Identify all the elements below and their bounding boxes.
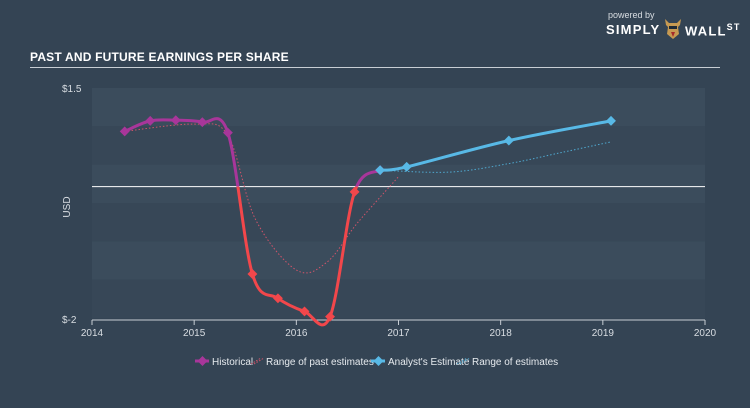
plot-band [92, 203, 705, 242]
brand-st-word: ST [726, 22, 741, 32]
range-past-estimates-line [124, 123, 399, 274]
y-axis-label: USD [62, 196, 73, 217]
legend-marker [373, 356, 384, 366]
historical-point [272, 293, 283, 304]
brand-powered-text: powered by [608, 10, 655, 20]
legend-marker [197, 356, 208, 366]
analyst-estimate-line [379, 119, 612, 172]
brand-wall-text: WALLST [685, 22, 741, 38]
y-tick-top: $1.5 [62, 84, 82, 95]
analyst-estimate-point [606, 115, 616, 126]
historical-point [222, 127, 233, 138]
historical-point [145, 115, 156, 126]
bull-mascot-icon [665, 19, 681, 39]
x-tick-label: 2017 [387, 328, 410, 339]
legend-swatch [253, 357, 265, 365]
historical-point [119, 126, 130, 137]
title-divider [30, 67, 720, 68]
range-estimates-line [380, 141, 612, 173]
legend-swatch [250, 357, 262, 365]
plot-band [92, 279, 705, 318]
plot-background-bands [92, 88, 705, 318]
historical-point [247, 269, 258, 279]
legend-label: Historical [212, 357, 253, 368]
legend-label: Analyst's Estimate [388, 357, 470, 368]
legend-label: Range of estimates [472, 357, 558, 368]
x-axis-ticks: 2014 2015 2016 2017 2018 2019 2020 [81, 320, 717, 339]
x-tick-label: 2015 [183, 328, 206, 339]
analyst-estimate-point [375, 165, 386, 176]
plot-band [92, 241, 705, 280]
analyst-estimate-point [401, 161, 412, 172]
x-tick-label: 2018 [490, 328, 513, 339]
legend-swatch [459, 357, 471, 365]
x-tick-label: 2014 [81, 328, 104, 339]
brand-logo[interactable]: powered by SIMPLY WALLST [606, 8, 742, 42]
plot-band [92, 126, 705, 165]
legend: Historical Range of past estimates Analyst… [195, 356, 558, 368]
x-tick-label: 2019 [592, 328, 615, 339]
y-tick-bottom: $-2 [62, 315, 77, 326]
x-tick-label: 2020 [694, 328, 717, 339]
brand-simply-text: SIMPLY [606, 22, 661, 37]
historical-point [170, 115, 181, 126]
historical-point [349, 186, 360, 197]
plot-band [92, 164, 705, 203]
historical-point [197, 117, 208, 128]
brand-wall-word: WALL [685, 23, 727, 39]
historical-point [325, 311, 335, 322]
chart-title: PAST AND FUTURE EARNINGS PER SHARE [30, 50, 289, 64]
series-layer [119, 115, 616, 327]
legend-swatch [456, 357, 468, 365]
legend-label: Range of past estimates [266, 357, 374, 368]
historical-point [299, 306, 310, 317]
x-tick-label: 2016 [285, 328, 308, 339]
